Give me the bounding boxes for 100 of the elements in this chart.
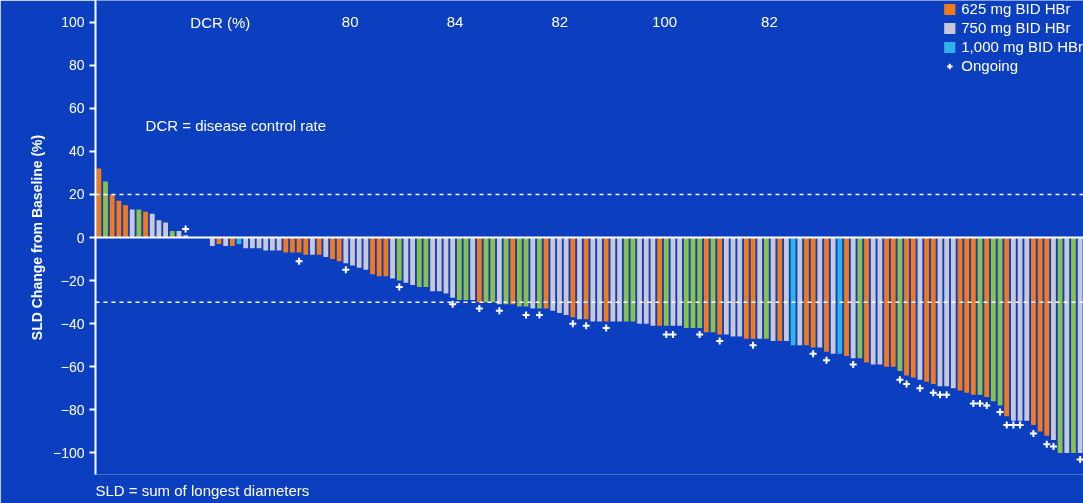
bar xyxy=(904,237,909,376)
bar xyxy=(970,237,976,395)
bar xyxy=(136,209,142,238)
bar xyxy=(583,237,589,320)
bar xyxy=(950,237,956,389)
annotation: 84 xyxy=(446,13,464,31)
bar xyxy=(550,237,556,311)
bar xyxy=(577,237,582,320)
bar xyxy=(864,237,869,363)
bar xyxy=(470,237,476,300)
bar xyxy=(804,237,809,346)
bar xyxy=(717,237,723,335)
bar xyxy=(396,237,402,281)
bar xyxy=(570,237,576,318)
bar xyxy=(790,237,796,346)
bar xyxy=(283,237,289,253)
bar xyxy=(810,237,816,348)
bar xyxy=(129,209,135,238)
bar xyxy=(557,237,562,313)
bar xyxy=(657,237,662,326)
bar xyxy=(1031,237,1036,425)
y-tick-label: 60 xyxy=(68,100,85,117)
bar xyxy=(777,237,783,341)
bar xyxy=(824,237,829,352)
bar xyxy=(764,237,769,339)
bar xyxy=(1004,237,1010,417)
legend-label: 625 mg BID HBr xyxy=(961,0,1071,17)
bar xyxy=(817,237,823,348)
bar xyxy=(737,237,743,337)
y-tick-label: 20 xyxy=(68,186,85,203)
bar xyxy=(837,237,843,354)
y-tick-label: 80 xyxy=(68,57,85,74)
bar xyxy=(330,237,335,260)
bar xyxy=(1024,237,1030,421)
bar xyxy=(416,237,422,288)
bar xyxy=(169,231,175,238)
bar xyxy=(590,237,596,322)
annotation: DCR (%) xyxy=(190,13,251,31)
bar xyxy=(543,237,549,309)
bar xyxy=(1057,237,1063,453)
bar xyxy=(990,237,996,402)
y-tick-label: 40 xyxy=(68,143,85,160)
bar xyxy=(436,237,442,292)
bar xyxy=(603,237,609,322)
bar xyxy=(323,237,329,257)
bar xyxy=(857,237,863,359)
bar xyxy=(723,237,729,335)
legend-label: 750 mg BID HBr xyxy=(961,19,1071,36)
annotation: 82 xyxy=(761,13,778,31)
y-tick-label: −20 xyxy=(60,272,85,289)
bar xyxy=(103,181,108,238)
bar xyxy=(143,211,148,238)
bar xyxy=(410,237,415,285)
bar xyxy=(163,222,168,238)
y-tick-label: −80 xyxy=(60,401,85,418)
bar xyxy=(617,237,622,322)
bar xyxy=(697,237,703,328)
bar xyxy=(884,237,889,367)
bar xyxy=(830,237,836,354)
bar xyxy=(643,237,649,324)
annotation: DCR = disease control rate xyxy=(145,116,327,134)
bar xyxy=(743,237,749,339)
bar xyxy=(1011,237,1016,421)
bar xyxy=(797,237,803,346)
bar xyxy=(930,237,936,385)
bar xyxy=(1071,237,1076,453)
bar xyxy=(510,237,516,305)
bar xyxy=(450,237,456,298)
y-tick-label: −100 xyxy=(52,444,85,461)
bar xyxy=(336,237,342,262)
bar xyxy=(350,237,355,266)
bar xyxy=(597,237,602,322)
bar xyxy=(370,237,375,275)
bar xyxy=(890,237,896,367)
y-tick-label: 0 xyxy=(76,229,85,246)
y-tick-label: −40 xyxy=(60,315,85,332)
bar xyxy=(683,237,689,328)
bar xyxy=(123,205,128,238)
bar xyxy=(663,237,669,326)
bar xyxy=(637,237,642,324)
bar xyxy=(490,237,496,303)
bar xyxy=(517,237,522,307)
bar xyxy=(964,237,970,393)
bar xyxy=(984,237,990,397)
bar xyxy=(1077,237,1083,453)
bar xyxy=(537,237,542,309)
y-axis-title: SLD Change from Baseline (%) xyxy=(28,134,45,341)
bar xyxy=(290,237,295,253)
y-tick-label: −60 xyxy=(60,358,85,375)
annotation: 80 xyxy=(341,13,359,31)
bar xyxy=(924,237,930,382)
bar xyxy=(343,237,349,264)
bar xyxy=(677,237,683,326)
legend-label: Ongoing xyxy=(961,57,1018,74)
bar xyxy=(844,237,849,356)
bar xyxy=(456,237,462,300)
bar xyxy=(944,237,950,387)
bar xyxy=(149,213,155,238)
bar xyxy=(1051,237,1056,441)
text: SLD = sum of longest diameters xyxy=(95,481,310,499)
